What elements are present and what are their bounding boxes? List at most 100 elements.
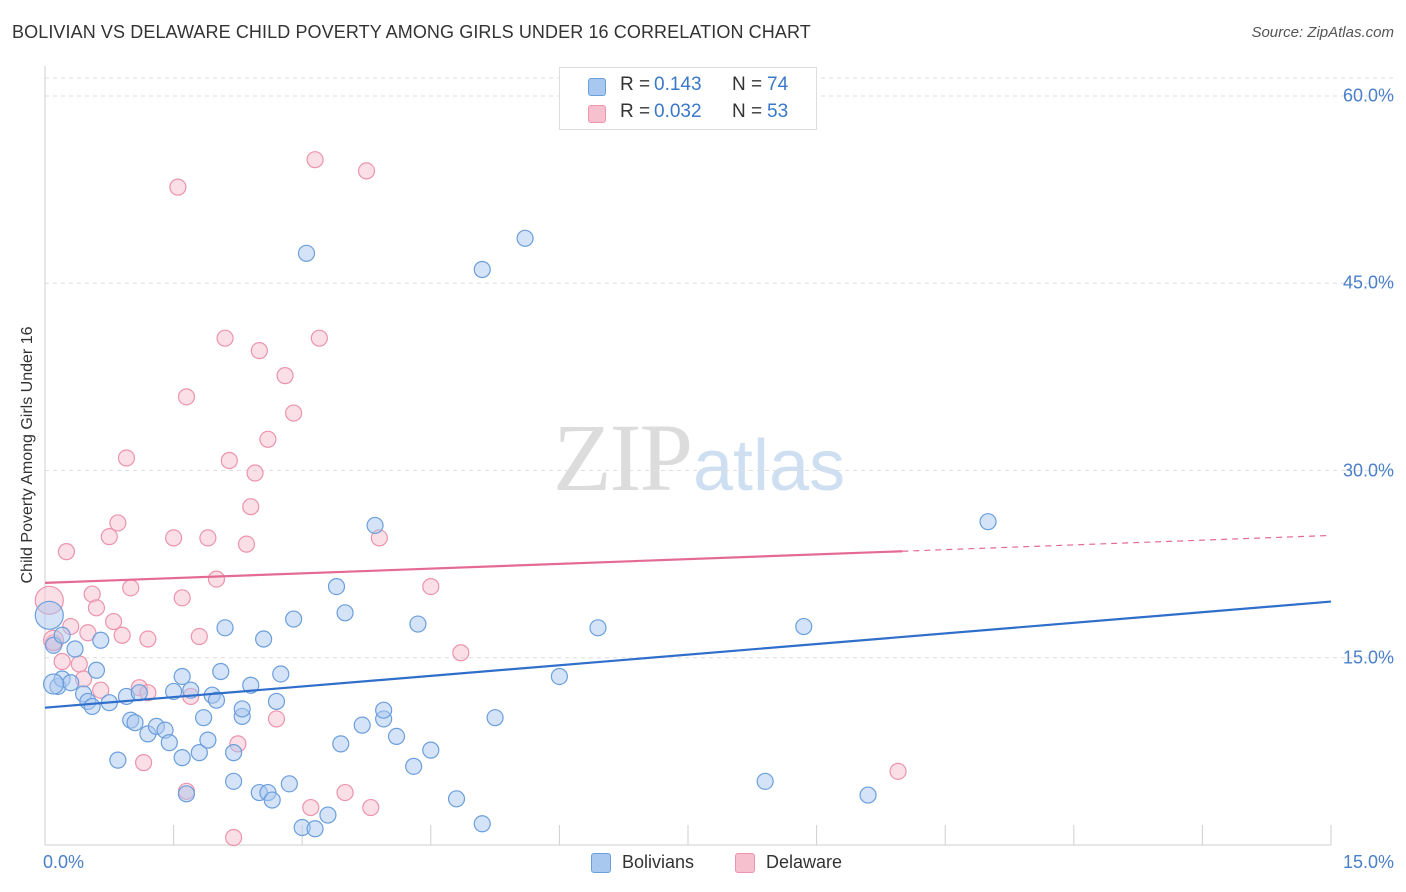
bolivians-point: [589, 619, 607, 637]
watermark-zip: ZIP: [553, 404, 693, 511]
chart-title: BOLIVIAN VS DELAWARE CHILD POVERTY AMONG…: [12, 22, 811, 42]
delaware-point: [139, 630, 157, 648]
n-value: 74: [767, 74, 789, 95]
bolivians-point: [306, 820, 324, 838]
delaware-point: [92, 681, 110, 699]
delaware-point: [452, 644, 470, 662]
delaware-point: [122, 579, 140, 597]
bolivians-point: [165, 682, 183, 701]
bolivians-point: [473, 260, 491, 279]
bolivians-point: [327, 577, 346, 596]
bolivians-point: [225, 772, 243, 790]
trend-lines: [44, 534, 1332, 709]
bolivians-point: [979, 513, 997, 531]
delaware-point: [267, 710, 286, 728]
bolivians-point: [66, 640, 84, 658]
y-tick-label: 30.0%: [1342, 460, 1394, 480]
r-label: R =: [620, 101, 651, 122]
bolivians-point: [366, 516, 384, 535]
delaware-point: [422, 577, 440, 596]
delaware-point: [310, 329, 328, 347]
delaware-point: [276, 367, 294, 385]
bolivians-swatch: [588, 78, 606, 96]
delaware-point: [285, 404, 303, 422]
bolivians-legend-swatch: [591, 853, 611, 873]
delaware-point: [259, 430, 277, 448]
bolivians-point: [516, 229, 534, 247]
bolivians-point: [267, 692, 286, 711]
bolivians-point: [756, 772, 774, 790]
delaware-trend-line: [44, 550, 903, 584]
r-label: R =: [620, 74, 651, 95]
delaware-point: [216, 329, 234, 347]
delaware-point: [57, 543, 76, 561]
delaware-point: [104, 612, 123, 631]
delaware-point: [250, 342, 268, 360]
delaware-legend-swatch: [735, 853, 755, 873]
bolivians-point: [297, 244, 316, 262]
bolivians-point: [263, 791, 281, 809]
delaware-point: [302, 798, 320, 817]
gridlines: [45, 77, 1394, 659]
stats-row-bolivians: R = 0.143 N = 74: [560, 74, 816, 100]
bolivians-point: [422, 741, 440, 759]
delaware-point: [70, 655, 88, 673]
r-value: 0.032: [654, 101, 702, 122]
bolivians-point: [387, 727, 406, 745]
bolivians-point: [173, 667, 191, 686]
bolivians-point: [255, 630, 273, 648]
x-tick-label-max: 15.0%: [1342, 852, 1394, 872]
bolivians-point: [409, 615, 427, 633]
y-tick-label: 60.0%: [1342, 85, 1394, 106]
legend-label: Delaware: [766, 852, 843, 872]
bolivians-point: [319, 806, 337, 824]
delaware-point: [190, 627, 208, 646]
bolivians-point: [207, 691, 226, 709]
legend: Bolivians Delaware: [0, 852, 1406, 878]
delaware-point: [242, 498, 260, 516]
delaware-point: [79, 624, 97, 642]
delaware-point: [165, 529, 183, 547]
delaware-point: [199, 529, 217, 547]
watermark: ZIPatlas: [553, 402, 845, 513]
delaware-point: [134, 754, 153, 772]
bolivians-point: [109, 751, 127, 769]
bolivians-point: [242, 676, 260, 694]
delaware-point: [100, 528, 118, 546]
delaware-point: [237, 535, 256, 553]
bolivians-point: [195, 709, 213, 727]
n-value: 53: [767, 101, 789, 122]
legend-label: Bolivians: [622, 852, 695, 872]
source-label: Source: ZipAtlas.com: [1251, 24, 1394, 41]
delaware-point: [87, 599, 106, 617]
bolivians-point: [447, 790, 466, 808]
y-axis-label: Child Poverty Among Girls Under 16: [19, 326, 36, 584]
bolivians-point: [353, 716, 371, 734]
bolivians-point: [130, 684, 148, 702]
delaware-point: [113, 626, 131, 644]
axes: [44, 66, 1332, 846]
delaware-point: [177, 388, 196, 406]
bolivians-point: [280, 775, 298, 793]
bolivians-point: [375, 701, 393, 719]
bolivians-point: [272, 665, 290, 683]
bolivians-point: [160, 734, 178, 752]
bolivians-point: [42, 673, 65, 695]
data-points: [34, 151, 997, 847]
y-tick-label: 15.0%: [1342, 647, 1394, 668]
delaware-point: [220, 451, 238, 470]
n-label: N =: [732, 74, 763, 95]
delaware-point: [336, 783, 354, 802]
bolivians-point: [83, 697, 101, 716]
delaware-point: [117, 449, 136, 467]
r-value: 0.143: [654, 74, 702, 95]
delaware-point: [357, 162, 376, 180]
stats-box: R = 0.143 N = 74 R = 0.032 N = 53: [559, 67, 817, 130]
y-tick-label: 45.0%: [1342, 272, 1394, 293]
bolivians-point: [34, 600, 64, 630]
bolivians-trend-line: [44, 600, 1332, 709]
watermark-atlas: atlas: [693, 426, 846, 506]
bolivians-point: [859, 786, 877, 804]
stats-row-delaware: R = 0.032 N = 53: [560, 101, 816, 127]
